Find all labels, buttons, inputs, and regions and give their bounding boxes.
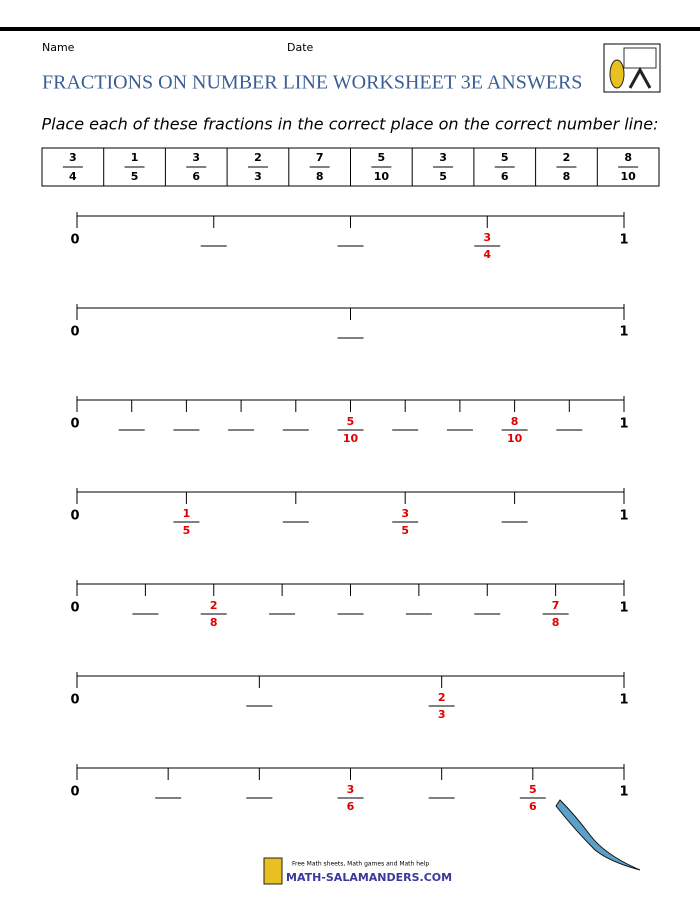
answer-denominator: 8 [210,616,218,629]
denominator: 8 [563,170,571,183]
answer-denominator: 8 [552,616,560,629]
number-line: 1 5 3 5 0 1 [70,488,629,537]
numerator: 3 [69,151,77,164]
start-label: 0 [70,509,79,524]
title: FRACTIONS ON NUMBER LINE WORKSHEET 3E AN… [42,72,582,94]
answer-denominator: 6 [529,800,537,813]
footer-tagline: Free Math sheets, Math games and Math he… [292,861,429,868]
start-label: 0 [70,601,79,616]
top-rule [0,27,700,31]
answer-numerator: 3 [401,507,409,520]
denominator: 6 [192,170,200,183]
number-line: 5 10 8 10 0 1 [70,396,629,445]
denominator: 10 [374,170,390,183]
number-line: 2 8 7 8 0 1 [70,580,629,629]
end-label: 1 [619,233,628,248]
start-label: 0 [70,785,79,800]
answer-numerator: 8 [511,415,519,428]
denominator: 8 [316,170,324,183]
answer-numerator: 5 [529,783,537,796]
answer-numerator: 2 [210,599,218,612]
end-label: 1 [619,785,628,800]
footer-site: MATH-SALAMANDERS.COM [286,871,452,884]
answer-numerator: 1 [183,507,191,520]
number-line: 3 6 5 6 0 1 [70,764,629,813]
start-label: 0 [70,325,79,340]
instructions: Place each of these fractions in the cor… [42,115,659,134]
footer-logo-icon [263,857,283,885]
answer-denominator: 6 [347,800,355,813]
numerator: 3 [439,151,447,164]
denominator: 4 [69,170,77,183]
answer-denominator: 10 [507,432,523,445]
number-line: 2 3 0 1 [70,672,629,721]
numerator: 7 [316,151,324,164]
denominator: 5 [439,170,447,183]
fraction-table: 3 4 1 5 3 6 2 3 7 8 5 10 3 5 5 6 2 8 8 10 [41,147,660,187]
end-label: 1 [619,325,628,340]
numerator: 8 [624,151,632,164]
denominator: 10 [620,170,636,183]
answer-numerator: 3 [347,783,355,796]
denominator: 3 [254,170,262,183]
salamander [555,799,641,871]
answer-denominator: 4 [483,248,491,261]
numerator: 3 [192,151,200,164]
answer-numerator: 2 [438,691,446,704]
numerator: 2 [563,151,571,164]
logo-icon [603,43,661,93]
end-label: 1 [619,509,628,524]
answer-numerator: 3 [483,231,491,244]
start-label: 0 [70,233,79,248]
answer-denominator: 10 [343,432,359,445]
numerator: 1 [131,151,139,164]
denominator: 6 [501,170,509,183]
end-label: 1 [619,417,628,432]
start-label: 0 [70,417,79,432]
date-label: Date [287,41,314,54]
answer-numerator: 5 [347,415,355,428]
end-label: 1 [619,601,628,616]
denominator: 5 [131,170,139,183]
name-label: Name [42,41,75,54]
answer-denominator: 5 [401,524,409,537]
numerator: 2 [254,151,262,164]
end-label: 1 [619,693,628,708]
answer-denominator: 5 [183,524,191,537]
answer-numerator: 7 [552,599,560,612]
start-label: 0 [70,693,79,708]
numerator: 5 [378,151,386,164]
number-line: 3 4 0 1 [70,212,629,261]
numerator: 5 [501,151,509,164]
answer-denominator: 3 [438,708,446,721]
